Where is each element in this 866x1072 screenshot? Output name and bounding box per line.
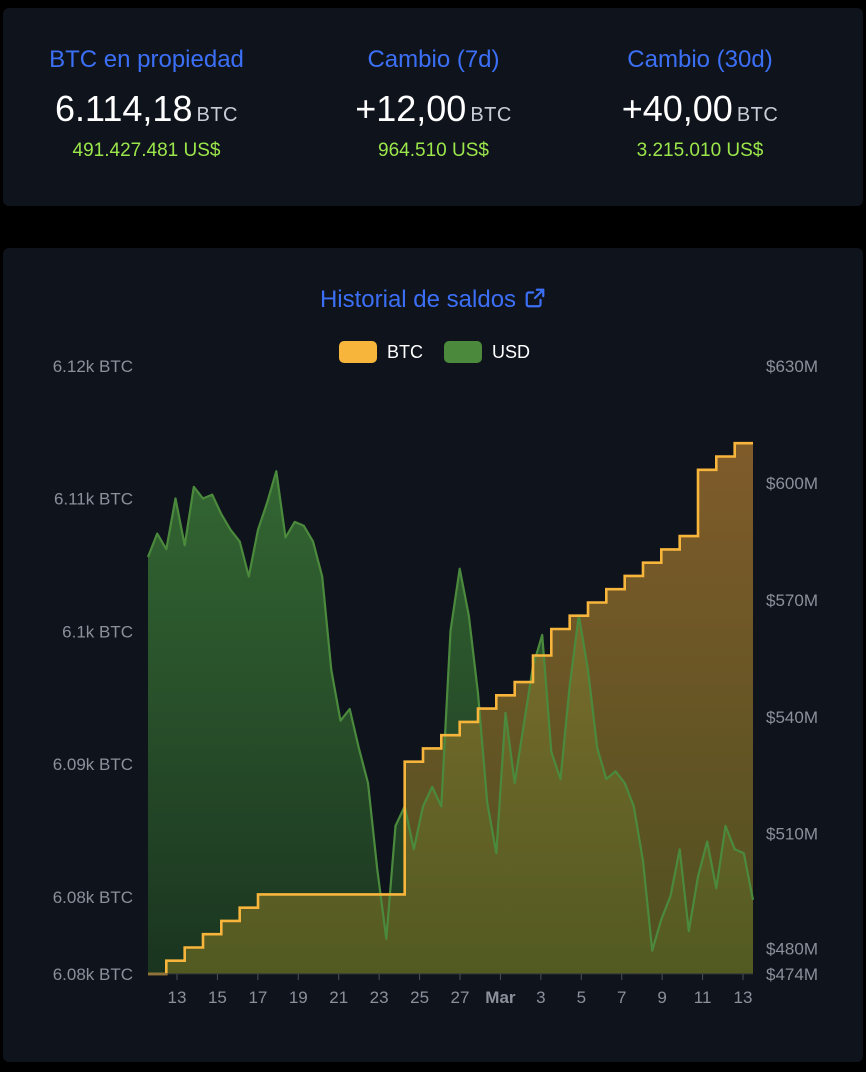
btc-line xyxy=(148,441,753,976)
x-tick-label: 15 xyxy=(208,988,227,1007)
x-tick-label: 21 xyxy=(329,988,348,1007)
usd-line xyxy=(146,470,755,952)
x-tick-label: 3 xyxy=(536,988,545,1007)
chart-card: Historial de saldos BTC USD 6.12k BTC 6.1… xyxy=(3,248,863,1062)
y-right-tick-label: $480M xyxy=(766,940,818,959)
x-tick-label: 19 xyxy=(289,988,308,1007)
y-right-tick-label: $600M xyxy=(766,474,818,493)
y-right-tick-label: $630M xyxy=(766,357,818,376)
x-tick-label: 13 xyxy=(168,988,187,1007)
stat-unit: BTC xyxy=(736,104,779,126)
legend-label: USD xyxy=(492,341,531,362)
x-tick-label: Mar xyxy=(485,988,516,1007)
stat-unit: BTC xyxy=(470,104,512,126)
stat-main: +12,00 BTC xyxy=(290,88,577,130)
chart-title[interactable]: Historial de saldos xyxy=(319,286,517,313)
external-link-icon[interactable] xyxy=(524,287,546,309)
stat-usd-value: 491.427.481 US$ xyxy=(72,140,221,161)
y-left-tick-label: 6.09k BTC xyxy=(53,755,133,774)
stat-title: Cambio (7d) xyxy=(367,46,500,73)
y-left-tick-label: 6.12k BTC xyxy=(53,357,133,376)
stat-title: BTC en propiedad xyxy=(49,46,244,73)
stat-value: +12,00 xyxy=(355,88,467,129)
x-tick-label: 27 xyxy=(451,988,470,1007)
y-right-tick-label: $474M xyxy=(766,965,818,984)
stat-value: +40,00 xyxy=(621,88,733,129)
stat-main: 6.114,18 BTC xyxy=(3,88,290,130)
balance-history-chart: 6.12k BTC 6.11k BTC 6.1k BTC 6.09k BTC 6.08k… xyxy=(53,357,818,1007)
stat-main: +40,00 BTC xyxy=(557,88,843,130)
legend-item-btc[interactable]: BTC xyxy=(339,340,423,364)
x-tick-label: 11 xyxy=(694,988,712,1007)
stat-usd-value: 3.215.010 US$ xyxy=(636,140,764,161)
stats-card: BTC en propiedad 6.114,18 BTC 491.427.481… xyxy=(3,8,863,206)
x-tick-label: 9 xyxy=(657,988,666,1007)
y-right-tick-label: $570M xyxy=(766,591,818,610)
stat-usd-value: 964.510 US$ xyxy=(378,140,489,161)
y-left-tick-label: 6.08k BTC xyxy=(53,965,133,984)
legend-item-usd[interactable]: USD xyxy=(444,340,530,364)
y-right-tick-label: $540M xyxy=(766,708,818,727)
x-tick-label: 7 xyxy=(617,988,626,1007)
stat-value: 6.114,18 xyxy=(55,88,193,129)
x-tick-label: 23 xyxy=(370,988,389,1007)
stat-title: Cambio (30d) xyxy=(627,46,773,73)
y-right-tick-label: $510M xyxy=(766,825,818,844)
x-tick-label: 13 xyxy=(734,988,753,1007)
legend-label: BTC xyxy=(387,341,423,362)
x-tick-label: 25 xyxy=(410,988,429,1007)
legend-swatch-usd xyxy=(444,341,482,363)
chart-title-link[interactable]: Historial de saldos xyxy=(3,286,863,314)
legend-swatch-btc xyxy=(339,341,377,363)
y-left-tick-label: 6.11k BTC xyxy=(54,490,133,509)
stat-unit: BTC xyxy=(196,104,238,126)
y-left-tick-label: 6.08k BTC xyxy=(53,888,133,907)
x-tick-label: 5 xyxy=(577,988,586,1007)
x-tick-label: 17 xyxy=(248,988,267,1007)
y-left-tick-label: 6.1k BTC xyxy=(62,622,133,641)
btc-area xyxy=(148,443,753,974)
